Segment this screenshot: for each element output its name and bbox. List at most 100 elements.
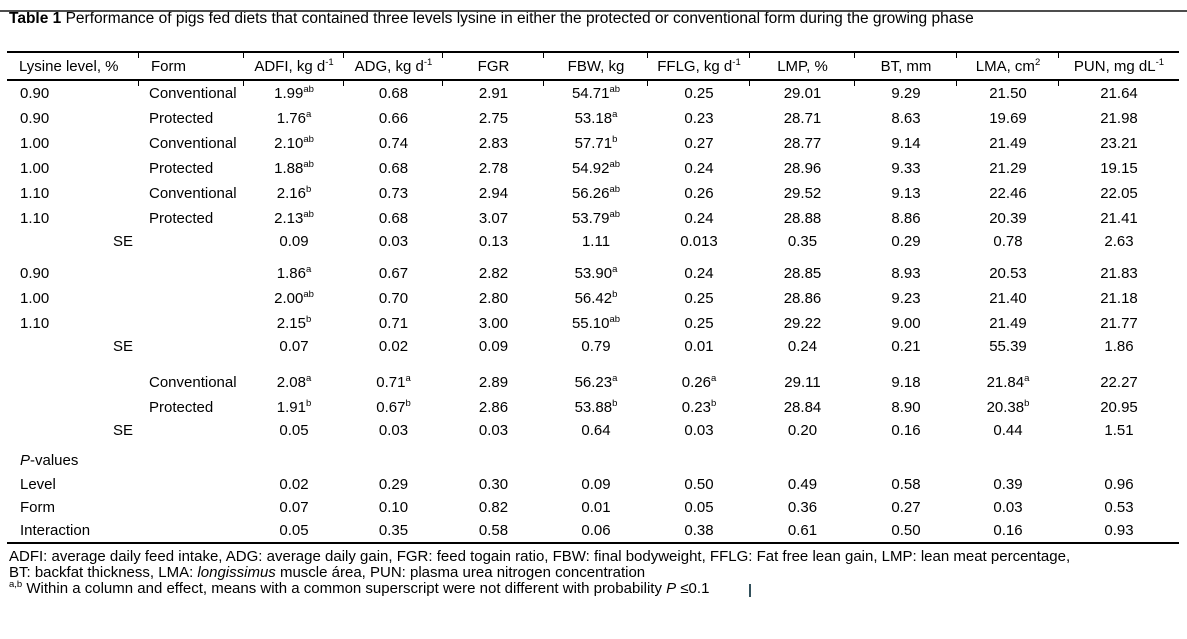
value-cell: 0.35 (378, 522, 409, 539)
value-cell: 21.40 (989, 290, 1027, 307)
value-cell: 21.41 (1100, 210, 1138, 227)
column-header: Lysine level, % (7, 51, 139, 81)
table-row: Conventional 2.08a 0.71a 2.89 56.23a 0.26a 29.… (7, 357, 1179, 395)
performance-table: Lysine level, % Form ADFI, kg d-1 ADG, kg d… (7, 51, 1179, 544)
column-header: FBW, kg (543, 51, 648, 87)
table-row: 1.00 2.00ab 0.70 2.80 56.42b 0.25 28.86 9.23 21.… (7, 286, 1179, 311)
value-cell: 22.05 (1100, 185, 1138, 202)
table-row: 1.00 Conventional 2.10ab 0.74 2.83 57.71b 0.27… (7, 131, 1179, 156)
value-cell: 0.68 (378, 85, 409, 102)
footnote-abbreviations-2: BT: backfat thickness, LMA: longissimus … (9, 564, 646, 581)
lysine-level-cell: 1.00 (20, 135, 50, 152)
value-cell: 0.21 (891, 338, 921, 355)
value-cell: 21.49 (989, 135, 1027, 152)
value-cell: 2.82 (478, 265, 509, 282)
value-cell: 28.88 (783, 210, 822, 227)
value-cell: 2.89 (478, 374, 509, 391)
value-cell: 55.10ab (571, 314, 621, 332)
value-cell: 0.05 (684, 499, 714, 516)
table-title-label: Table 1 (9, 10, 62, 27)
table-row: 1.00 Protected 1.88ab 0.68 2.78 54.92ab 0.24 28… (7, 156, 1179, 181)
value-cell: 21.50 (989, 85, 1027, 102)
value-cell: 22.27 (1100, 374, 1138, 391)
form-cell: Conventional (149, 374, 237, 391)
screenshot-top-edge (0, 10, 1187, 12)
value-cell: 0.16 (993, 522, 1023, 539)
value-cell: 0.25 (684, 290, 714, 307)
value-cell: 28.77 (783, 135, 822, 152)
value-cell: 21.29 (989, 160, 1027, 177)
column-header: FFLG, kg d-1 (647, 51, 750, 87)
value-cell: 0.61 (787, 522, 818, 539)
table-row: 0.90 1.86a 0.67 2.82 53.90a 0.24 28.85 8.93 20.5… (7, 252, 1179, 286)
value-cell: 9.14 (891, 135, 921, 152)
table-title: Table 1 Performance of pigs fed diets th… (9, 10, 1187, 28)
value-cell: 2.75 (478, 110, 509, 127)
value-cell: 0.29 (891, 233, 921, 250)
value-cell: 0.67b (376, 398, 411, 416)
empty-cell (7, 395, 139, 420)
table-row: 1.10 Protected 2.13ab 0.68 3.07 53.79ab 0.24 28… (7, 206, 1179, 231)
value-cell: 2.00ab (274, 289, 314, 307)
value-cell: 0.20 (787, 422, 818, 439)
value-cell: 29.22 (783, 315, 822, 332)
pvalues-heading: P-values (20, 451, 79, 469)
value-cell: 20.95 (1100, 399, 1138, 416)
value-cell: 21.77 (1100, 315, 1138, 332)
table-row: Protected 1.91b 0.67b 2.86 53.88b 0.23b 28.84 8… (7, 395, 1179, 420)
value-cell: 1.91b (276, 398, 312, 416)
value-cell: 9.13 (891, 185, 921, 202)
value-cell: 0.36 (787, 499, 818, 516)
lysine-level-cell: 1.10 (20, 185, 50, 202)
value-cell: 0.24 (684, 160, 714, 177)
value-cell: 0.53 (1104, 499, 1134, 516)
value-cell: 0.09 (478, 338, 509, 355)
value-cell: 21.84a (986, 373, 1030, 391)
table-row: SE 0.07 0.02 0.09 0.79 0.01 0.24 0.21 55.39 1.86 (7, 336, 1179, 357)
empty-cell (139, 311, 244, 336)
value-cell: 0.64 (581, 422, 611, 439)
value-cell: 21.98 (1100, 110, 1138, 127)
value-cell: 53.88b (574, 398, 618, 416)
value-cell: 1.88ab (274, 159, 314, 177)
column-header: PUN, mg dL-1 (1058, 51, 1179, 87)
value-cell: 57.71b (574, 134, 618, 152)
value-cell: 0.03 (378, 233, 409, 250)
value-cell: 0.013 (680, 233, 718, 250)
value-cell: 0.03 (684, 422, 714, 439)
empty-cell (139, 286, 244, 311)
value-cell: 0.73 (378, 185, 409, 202)
table-row: 1.10 2.15b 0.71 3.00 55.10ab 0.25 29.22 9.00 21.… (7, 311, 1179, 336)
form-cell: Conventional (149, 135, 237, 152)
table-row: Form 0.07 0.10 0.82 0.01 0.05 0.36 0.27 0.03 0.53 (7, 496, 1179, 519)
value-cell: 0.03 (993, 499, 1023, 516)
value-cell: 2.78 (478, 160, 509, 177)
value-cell: 56.26ab (571, 184, 621, 202)
value-cell: 0.96 (1104, 476, 1134, 493)
value-cell: 0.39 (993, 476, 1023, 493)
value-cell: 0.79 (581, 338, 611, 355)
lysine-level-cell: 1.10 (20, 210, 50, 227)
column-header: ADG, kg d-1 (343, 51, 443, 87)
value-cell: 0.26a (681, 373, 717, 391)
text-cursor (749, 584, 751, 597)
value-cell: 29.52 (783, 185, 822, 202)
value-cell: 0.70 (378, 290, 409, 307)
value-cell: 0.07 (279, 338, 309, 355)
table-title-text: Performance of pigs fed diets that conta… (61, 10, 974, 27)
value-cell: 20.39 (989, 210, 1027, 227)
value-cell: 1.86a (276, 264, 312, 282)
lysine-level-cell: 1.10 (20, 315, 50, 332)
pvalue-row-label: Level (20, 476, 56, 493)
empty-cell (139, 519, 244, 543)
lysine-level-cell: 0.90 (20, 85, 50, 102)
value-cell: 0.02 (279, 476, 309, 493)
value-cell: 53.79ab (571, 209, 621, 227)
value-cell: 0.29 (378, 476, 409, 493)
value-cell: 2.83 (478, 135, 509, 152)
table-row: SE 0.05 0.03 0.03 0.64 0.03 0.20 0.16 0.44 1.51 (7, 420, 1179, 441)
value-cell: 28.86 (783, 290, 822, 307)
value-cell: 28.71 (783, 110, 822, 127)
value-cell: 0.58 (891, 476, 921, 493)
value-cell: 2.08a (276, 373, 312, 391)
